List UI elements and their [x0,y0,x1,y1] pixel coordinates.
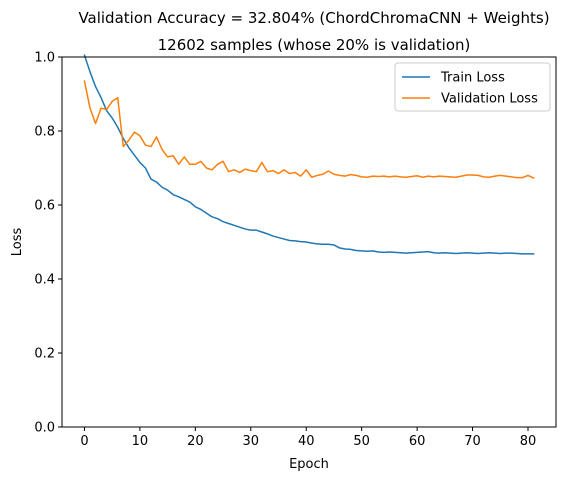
axes-frame [61,56,557,428]
y-tick-label: 0.2 [34,347,55,362]
x-tick-label: 10 [132,434,149,449]
x-tick-label: 20 [187,434,204,449]
x-tick-label: 0 [80,434,88,449]
y-tick-label: 0.4 [34,273,55,288]
y-tick-label: 0.8 [34,125,55,140]
x-tick-label: 70 [464,434,481,449]
y-axis-label: Loss [10,228,25,257]
legend-entry: Train Loss [440,71,505,86]
legend: Train Loss Validation Loss [394,62,551,112]
legend-box [394,62,551,112]
x-tick-label: 50 [353,434,370,449]
y-tick-label: 0.0 [34,421,55,436]
series-layer [83,54,535,255]
chart-title: Validation Accuracy = 32.804% (ChordChro… [78,9,549,27]
legend-entry: Validation Loss [441,92,538,107]
series-line-train-loss [83,54,535,255]
x-tick-label: 60 [409,434,426,449]
series-line-validation-loss [83,80,535,179]
x-tick-label: 40 [298,434,315,449]
x-tick-label: 80 [520,434,537,449]
x-tick-label: 30 [243,434,260,449]
y-tick-label: 0.6 [34,199,55,214]
chart-subtitle: 12602 samples (whose 20% is validation) [158,36,471,54]
axes-layer: 0 10 20 30 40 50 60 70 80 0.0 0.2 0.4 0.6 0.8 1.0 [34,51,557,449]
x-axis-label: Epoch [289,457,329,472]
y-tick-label: 1.0 [34,51,55,66]
